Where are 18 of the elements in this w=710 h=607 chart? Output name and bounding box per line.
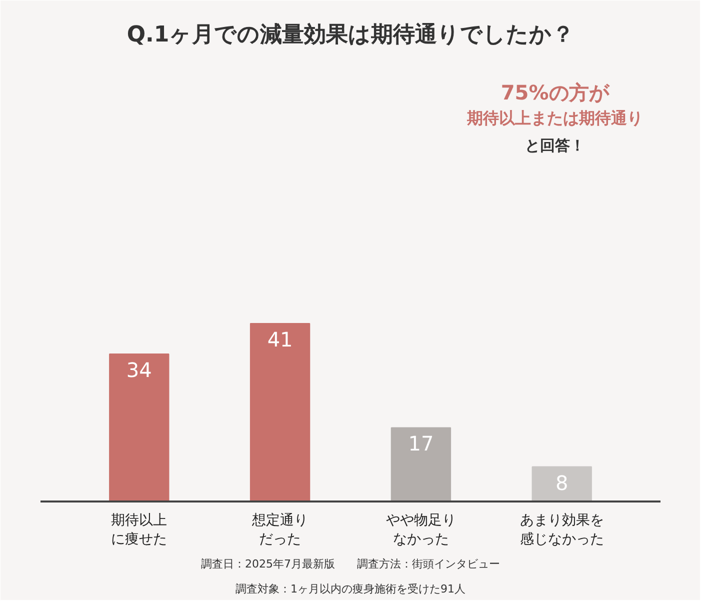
x-tick-label: あまり効果を感じなかった	[520, 512, 604, 548]
bar	[532, 466, 592, 502]
x-tick-label: 期待以上に痩せた	[111, 512, 168, 548]
data-label: 8	[556, 470, 568, 495]
annotation: と回答！	[524, 136, 585, 155]
data-label: 17	[408, 432, 434, 456]
bar	[250, 323, 310, 502]
data-label: 34	[126, 358, 152, 382]
data-label: 41	[267, 328, 293, 352]
annotation: 75%の方が	[500, 80, 610, 105]
annotation: 期待以上または期待通り	[466, 108, 643, 128]
x-tick-label: 想定通りだった	[251, 512, 308, 548]
bar	[109, 353, 170, 502]
chart-title: Q.1ヶ月での減量効果は期待通りでしたか？	[126, 22, 574, 48]
text: 調査対象：1ヶ月以内の痩身施術を受けた91人	[236, 582, 466, 596]
text: 調査日：2025年7月最新版 調査方法：街頭インタビュー	[201, 558, 500, 570]
bar	[390, 427, 452, 502]
x-tick-label: やや物足りなかった	[386, 512, 456, 548]
